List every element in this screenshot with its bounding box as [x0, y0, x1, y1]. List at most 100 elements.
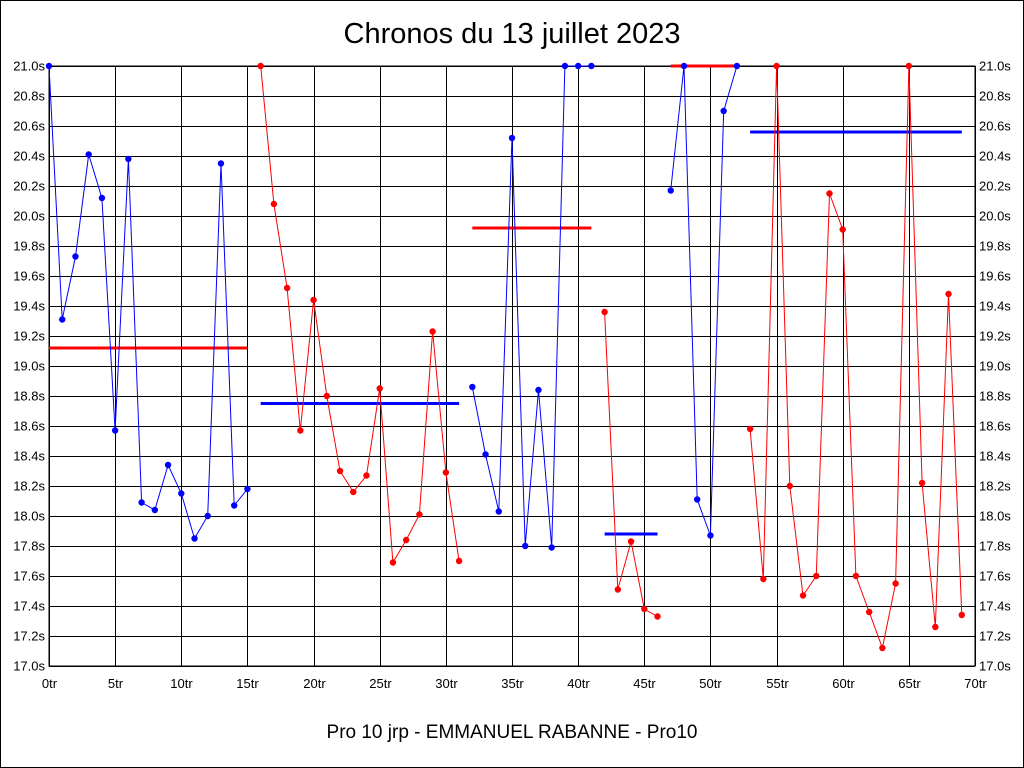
y-tick-label-right: 17.8s — [979, 539, 1011, 554]
y-tick-label-right: 18.2s — [979, 479, 1011, 494]
data-point — [98, 194, 106, 202]
data-point — [257, 62, 264, 70]
series-line — [471, 65, 592, 548]
y-tick-label-left: 19.6s — [13, 269, 45, 284]
data-point — [336, 467, 344, 475]
data-point — [111, 427, 119, 434]
y-tick-label-left: 18.2s — [13, 479, 45, 494]
data-point — [641, 605, 648, 613]
chart-subtitle: Pro 10 jrp - EMMANUEL RABANNE - Pro10 — [326, 722, 698, 743]
data-point — [773, 62, 780, 70]
data-point — [59, 316, 66, 323]
series-line — [260, 65, 460, 565]
data-point — [283, 284, 291, 292]
y-tick-label-right: 17.6s — [979, 569, 1011, 584]
x-tick-label: 50tr — [699, 676, 722, 691]
data-point — [45, 62, 53, 70]
x-tick-label: 45tr — [633, 676, 656, 691]
data-point — [535, 386, 542, 394]
data-point — [164, 461, 172, 469]
data-point — [548, 544, 555, 551]
data-point — [561, 62, 569, 70]
data-point — [138, 499, 145, 506]
x-tick-label: 10tr — [170, 676, 193, 691]
y-tick-label-right: 19.2s — [979, 329, 1011, 344]
data-point — [932, 623, 939, 631]
x-tick-label: 5tr — [108, 676, 124, 691]
data-point — [85, 151, 92, 158]
data-point — [720, 107, 727, 115]
data-point — [601, 308, 608, 316]
series-line — [48, 65, 248, 540]
y-tick-label-right: 20.6s — [979, 119, 1011, 134]
y-tick-label-left: 18.8s — [13, 389, 45, 404]
series-lines — [45, 62, 965, 652]
data-point — [482, 451, 489, 458]
data-point — [839, 226, 846, 233]
y-tick-label-left: 20.4s — [13, 149, 45, 164]
y-tick-label-right: 17.2s — [979, 629, 1011, 644]
y-tick-label-right: 19.6s — [979, 269, 1011, 284]
data-point — [945, 290, 952, 298]
data-point — [376, 385, 383, 392]
axis-labels: 17.0s 17.0s 17.2s 17.2s 17.4s 17.4s 17.6s 17.6s… — [13, 59, 1011, 692]
data-point — [694, 496, 701, 503]
data-point — [350, 488, 357, 496]
data-point — [469, 383, 476, 391]
data-point — [429, 328, 436, 335]
y-tick-label-left: 20.6s — [13, 119, 45, 134]
y-tick-label-left: 20.8s — [13, 89, 45, 104]
data-point — [125, 155, 132, 163]
data-point — [151, 506, 159, 514]
y-tick-label-left: 19.2s — [13, 329, 45, 344]
y-tick-label-right: 17.0s — [979, 659, 1011, 674]
data-point — [455, 557, 463, 565]
y-tick-label-right: 18.6s — [979, 419, 1011, 434]
data-point — [495, 508, 502, 515]
data-point — [760, 575, 767, 583]
data-point — [746, 425, 754, 433]
y-tick-label-right: 18.8s — [979, 389, 1011, 404]
data-point — [799, 592, 807, 599]
x-tick-label: 60tr — [832, 676, 855, 691]
x-tick-label: 0tr — [42, 676, 58, 691]
data-point — [813, 572, 820, 580]
data-point — [389, 559, 397, 566]
y-tick-label-right: 20.4s — [979, 149, 1011, 164]
data-point — [522, 542, 529, 550]
data-point — [442, 469, 450, 476]
y-tick-label-right: 19.4s — [979, 299, 1011, 314]
data-point — [310, 296, 317, 304]
data-point — [852, 572, 860, 580]
data-point — [363, 472, 370, 479]
data-point — [402, 536, 410, 544]
y-tick-label-left: 18.0s — [13, 509, 45, 524]
data-point — [707, 532, 714, 539]
chart-title: Chronos du 13 juillet 2023 — [343, 18, 681, 50]
data-point — [865, 608, 873, 616]
data-point — [204, 512, 211, 520]
y-tick-label-left: 17.8s — [13, 539, 45, 554]
y-tick-label-left: 17.4s — [13, 599, 45, 614]
series-line — [670, 65, 738, 536]
data-point — [270, 200, 278, 208]
data-point — [958, 611, 965, 619]
data-point — [191, 535, 198, 542]
data-point — [826, 190, 833, 197]
x-tick-label: 65tr — [898, 676, 921, 691]
x-tick-label: 20tr — [303, 676, 326, 691]
x-tick-label: 25tr — [369, 676, 392, 691]
x-tick-label: 35tr — [501, 676, 524, 691]
data-point — [588, 62, 595, 70]
data-point — [733, 62, 741, 70]
data-point — [508, 134, 516, 142]
y-tick-label-right: 19.8s — [979, 239, 1011, 254]
data-point — [217, 160, 225, 167]
y-tick-label-left: 21.0s — [13, 59, 45, 74]
y-tick-label-right: 20.2s — [979, 179, 1011, 194]
data-point — [654, 613, 661, 620]
data-point — [231, 502, 238, 509]
data-point — [786, 482, 793, 490]
data-point — [918, 479, 926, 487]
